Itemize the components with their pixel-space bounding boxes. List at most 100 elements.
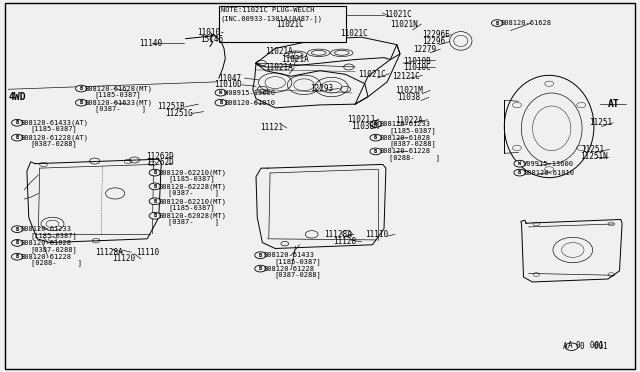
Text: 11121: 11121 [260,124,283,132]
Text: [0387-     ]: [0387- ] [95,106,146,112]
Text: 11021A: 11021A [266,47,293,56]
Text: B: B [154,184,156,189]
Text: B: B [80,100,83,105]
Text: A: A [568,341,572,350]
Circle shape [12,119,23,126]
Circle shape [255,265,266,272]
Text: 11110: 11110 [365,230,388,239]
Text: 11038: 11038 [397,93,420,102]
Text: B: B [374,135,377,140]
Text: B: B [220,100,222,105]
Circle shape [370,148,381,155]
Text: B08120-61628(MT): B08120-61628(MT) [84,85,152,92]
Text: 11021C: 11021C [340,29,368,38]
Text: 11110: 11110 [136,248,159,257]
Text: B08120-61228: B08120-61228 [379,148,430,154]
Text: 12296E: 12296E [422,30,450,39]
Text: B08120-61628: B08120-61628 [500,20,552,26]
Text: B: B [374,149,377,154]
Text: (INC.00933-1301A[0487-]): (INC.00933-1301A[0487-]) [221,15,323,22]
Text: 11010D: 11010D [214,80,242,89]
Text: B: B [154,199,156,204]
Text: 11021J: 11021J [348,115,375,124]
Text: 11021A: 11021A [266,63,293,72]
Text: 11251N: 11251N [580,153,607,161]
Text: 11262D: 11262D [146,152,173,161]
Circle shape [149,169,161,176]
Text: [1185-0387]: [1185-0387] [389,127,436,134]
Text: B: B [496,20,499,26]
Text: [1185-0387]: [1185-0387] [95,92,141,98]
Text: B08120-62028(MT): B08120-62028(MT) [158,212,226,219]
Text: 11010C: 11010C [403,63,431,72]
Text: 12296: 12296 [422,37,445,46]
Circle shape [76,99,87,106]
Text: B08120-61028: B08120-61028 [20,240,72,246]
Text: [0387-     ]: [0387- ] [168,189,220,196]
Circle shape [215,99,227,106]
Text: B08120-61228: B08120-61228 [264,266,315,272]
Text: B: B [16,240,19,246]
Text: AT: AT [608,99,620,109]
Text: B: B [154,170,156,175]
Text: 12279: 12279 [413,45,436,54]
Text: [1185-0387]: [1185-0387] [31,232,77,239]
Text: B: B [16,227,19,232]
Circle shape [492,20,503,26]
Text: [1185-0387]: [1185-0387] [31,126,77,132]
Text: [1185-0387]: [1185-0387] [168,204,215,211]
Text: B08120-62210(MT): B08120-62210(MT) [158,198,226,205]
Text: B: B [16,120,19,125]
Circle shape [12,253,23,260]
Text: W: W [518,161,521,166]
Circle shape [12,240,23,246]
Text: [0387-0288]: [0387-0288] [31,246,77,253]
Text: B08120-61028: B08120-61028 [379,135,430,141]
Circle shape [514,169,525,176]
Text: 11262D: 11262D [146,158,173,167]
Text: B08120-61010: B08120-61010 [523,170,574,176]
Circle shape [149,212,161,219]
Text: 11128A: 11128A [324,230,351,239]
Text: B08120-62210(MT): B08120-62210(MT) [158,169,226,176]
Circle shape [255,252,266,259]
Text: 11022A: 11022A [396,116,423,125]
Circle shape [370,134,381,141]
Text: B: B [80,86,83,91]
Circle shape [76,85,87,92]
Text: 12293: 12293 [310,84,333,93]
Text: B08120-61233: B08120-61233 [379,121,430,127]
Text: B08120-61433(AT): B08120-61433(AT) [20,119,88,126]
Text: B: B [259,266,262,271]
Text: B: B [259,253,262,258]
Text: 11128A: 11128A [95,248,122,257]
Text: 11021C: 11021C [384,10,412,19]
Text: B08120-61010: B08120-61010 [224,100,275,106]
Text: 11021N: 11021N [390,20,418,29]
Text: B: B [154,213,156,218]
Text: 11120: 11120 [112,254,135,263]
Text: 11251G: 11251G [165,109,193,118]
Text: [1185-0387]: [1185-0387] [168,176,215,182]
Text: [0288-     ]: [0288- ] [31,260,82,266]
Text: 11021A: 11021A [282,55,309,64]
Text: 11251: 11251 [589,118,612,127]
Circle shape [149,183,161,190]
Text: 11010-: 11010- [197,28,225,37]
Text: 15146: 15146 [200,35,223,44]
Text: 11021C: 11021C [276,20,304,29]
Text: [0387-     ]: [0387- ] [168,219,220,225]
Text: 4WD: 4WD [8,92,26,102]
Text: 11047: 11047 [218,74,241,83]
Text: W08915-13600: W08915-13600 [224,90,275,96]
Text: B: B [16,135,19,140]
Circle shape [370,121,381,127]
Circle shape [12,226,23,232]
Text: B08120-61228: B08120-61228 [20,254,72,260]
Text: 12121C: 12121C [392,72,419,81]
Text: B: B [518,170,521,175]
Circle shape [149,198,161,205]
Text: B08120-61633(MT): B08120-61633(MT) [84,99,152,106]
Text: B08120-61228(AT): B08120-61228(AT) [20,134,88,141]
Text: 11128: 11128 [333,237,356,246]
